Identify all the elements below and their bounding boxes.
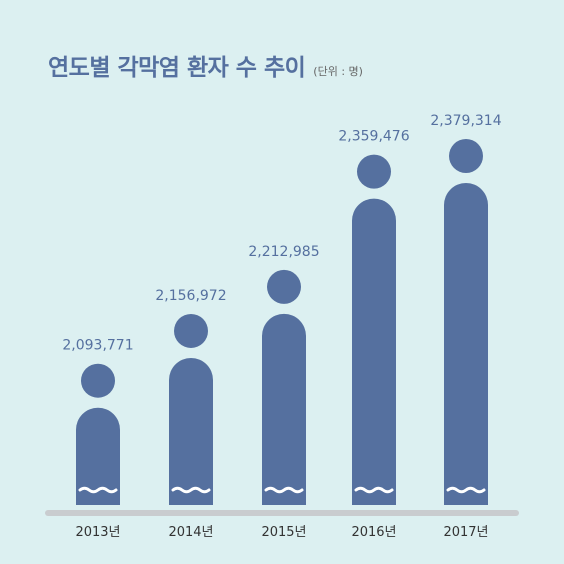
bar-1 (76, 407, 120, 505)
category-label-5: 2017년 (443, 525, 488, 540)
category-label-1: 2013년 (75, 525, 120, 540)
bar-2 (169, 357, 213, 505)
category-label-4: 2016년 (351, 525, 396, 540)
value-label-2: 2,156,972 (155, 288, 226, 304)
unit-label: (단위 : 명) (313, 65, 363, 78)
category-label-2: 2014년 (168, 525, 213, 540)
axis-break-wave-2 (171, 486, 211, 494)
axis-break-wave-4 (354, 486, 394, 494)
bar-5 (444, 183, 488, 505)
axis-break-wave-1 (78, 486, 118, 494)
bar-head-4 (357, 154, 391, 189)
category-label-3: 2015년 (261, 525, 306, 540)
bar-4 (352, 198, 396, 505)
bar-3 (262, 313, 306, 505)
bar-head-5 (449, 139, 483, 173)
value-label-4: 2,359,476 (338, 129, 409, 145)
axis-break-wave-3 (264, 486, 304, 494)
title-row: 연도별 각막염 환자 수 추이 (단위 : 명) (48, 48, 363, 82)
bar-head-1 (81, 363, 115, 398)
value-label-5: 2,379,314 (430, 113, 501, 129)
bar-head-2 (174, 313, 208, 348)
value-label-1: 2,093,771 (62, 338, 133, 354)
chart-title: 연도별 각막염 환자 수 추이 (48, 55, 306, 81)
value-label-3: 2,212,985 (248, 244, 319, 260)
axis-break-wave-5 (446, 486, 486, 494)
bar-head-3 (267, 269, 301, 304)
